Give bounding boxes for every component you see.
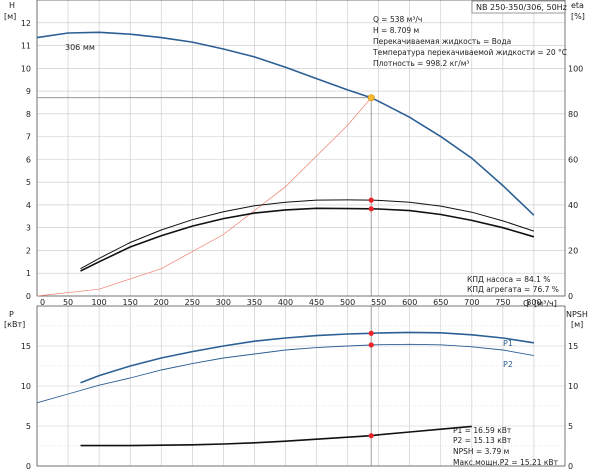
h-tick-label: 12 bbox=[21, 19, 31, 28]
efficiency-point-marker bbox=[368, 197, 374, 203]
h-tick-label: 2 bbox=[26, 246, 31, 255]
unit-efficiency-curve bbox=[80, 207, 535, 272]
eta-tick-label: 60 bbox=[568, 155, 578, 164]
x-tick-label: 200 bbox=[154, 298, 169, 307]
efficiency-point-marker bbox=[368, 206, 374, 212]
h-tick-label: 3 bbox=[26, 224, 31, 233]
h-axis-label: H bbox=[9, 1, 15, 10]
p-tick-label: 5 bbox=[26, 422, 31, 431]
x-tick-label: 150 bbox=[123, 298, 138, 307]
duty-point-marker bbox=[367, 94, 375, 102]
npsh-tick-label: 0 bbox=[568, 462, 573, 471]
p-tick-label: 0 bbox=[26, 462, 31, 471]
bottom-panel-frame bbox=[36, 305, 566, 467]
q-axis-unit: [м³/ч] bbox=[534, 299, 557, 308]
x-tick-label: 50 bbox=[63, 298, 73, 307]
x-tick-label: 100 bbox=[91, 298, 106, 307]
h-tick-label: 7 bbox=[26, 133, 31, 142]
x-tick-label: 0 bbox=[40, 298, 45, 307]
x-tick-label: 650 bbox=[433, 298, 448, 307]
info-density: Плотность = 998.2 кг/м³ bbox=[373, 59, 469, 68]
info-max-p2: Макс.мощн.P2 = 15.21 кВт bbox=[453, 458, 559, 467]
npsh-axis-unit: [м] bbox=[571, 320, 583, 329]
p2-series-label: P2 bbox=[503, 360, 513, 369]
npsh-tick-label: 15 bbox=[568, 342, 578, 351]
p2-curve bbox=[36, 343, 534, 404]
info-head: H = 8.709 м bbox=[373, 26, 419, 35]
x-tick-label: 800 bbox=[526, 298, 541, 307]
power-point-marker bbox=[368, 342, 374, 348]
x-tick-label: 250 bbox=[185, 298, 200, 307]
x-tick-label: 400 bbox=[278, 298, 293, 307]
info-flow: Q = 538 м³/ч bbox=[373, 15, 422, 24]
info-temperature: Температура перекачиваемой жидкости = 20… bbox=[372, 48, 567, 57]
info-npsh: NPSH = 3.79 м bbox=[453, 447, 509, 456]
h-tick-label: 11 bbox=[21, 42, 31, 51]
x-tick-label: 450 bbox=[309, 298, 324, 307]
npsh-tick-label: 5 bbox=[568, 422, 573, 431]
eta-tick-label: 20 bbox=[568, 246, 578, 255]
info-p2: P2 = 15.13 кВт bbox=[453, 436, 512, 445]
p-axis-unit: [кВт] bbox=[4, 320, 25, 329]
p-tick-label: 10 bbox=[21, 382, 31, 391]
p1-series-label: P1 bbox=[503, 339, 513, 348]
top-panel-frame bbox=[36, 0, 566, 297]
p1-curve bbox=[80, 331, 535, 384]
x-tick-label: 750 bbox=[495, 298, 510, 307]
info-unit-efficiency: КПД агрегата = 76.7 % bbox=[467, 285, 559, 294]
power-point-marker bbox=[368, 330, 374, 336]
h-axis-unit: [м] bbox=[4, 12, 16, 21]
p-axis-label: P bbox=[9, 310, 14, 319]
npsh-tick-label: 10 bbox=[568, 382, 578, 391]
x-tick-label: 600 bbox=[402, 298, 417, 307]
pump-efficiency-curve bbox=[80, 199, 535, 270]
chart-title: NB 250-350/306, 50Hz bbox=[476, 3, 567, 12]
x-tick-label: 550 bbox=[371, 298, 386, 307]
head-curve bbox=[36, 31, 535, 216]
h-tick-label: 6 bbox=[26, 155, 31, 164]
title-box bbox=[471, 0, 566, 14]
eta-tick-label: 40 bbox=[568, 201, 578, 210]
h-tick-label: 9 bbox=[26, 87, 31, 96]
npsh-curve bbox=[80, 425, 472, 447]
impeller-curve-label: 306 мм bbox=[65, 43, 95, 52]
h-tick-label: 0 bbox=[26, 292, 31, 301]
power-point-marker bbox=[368, 433, 374, 439]
eta-tick-label: 100 bbox=[568, 64, 583, 73]
info-p1: P1 = 16.59 кВт bbox=[453, 426, 512, 435]
eta-tick-label: 80 bbox=[568, 110, 578, 119]
npsh-axis-label: NPSH bbox=[566, 310, 588, 319]
x-tick-label: 700 bbox=[464, 298, 479, 307]
x-tick-label: 350 bbox=[247, 298, 262, 307]
x-tick-label: 300 bbox=[216, 298, 231, 307]
h-tick-label: 4 bbox=[26, 201, 31, 210]
eta-tick-label: 0 bbox=[568, 292, 573, 301]
eta-axis-label: eta bbox=[571, 1, 584, 10]
eta-axis-unit: [%] bbox=[571, 12, 585, 21]
p-tick-label: 15 bbox=[21, 342, 31, 351]
info-pump-efficiency: КПД насоса = 84.1 % bbox=[467, 275, 550, 284]
h-tick-label: 10 bbox=[21, 64, 31, 73]
q-axis-label: Q bbox=[523, 299, 529, 308]
x-tick-label: 500 bbox=[340, 298, 355, 307]
h-tick-label: 5 bbox=[26, 178, 31, 187]
system-curve bbox=[36, 97, 372, 297]
info-liquid: Перекачиваемая жидкость = Вода bbox=[373, 37, 511, 46]
h-tick-label: 1 bbox=[26, 269, 31, 278]
h-tick-label: 8 bbox=[26, 110, 31, 119]
